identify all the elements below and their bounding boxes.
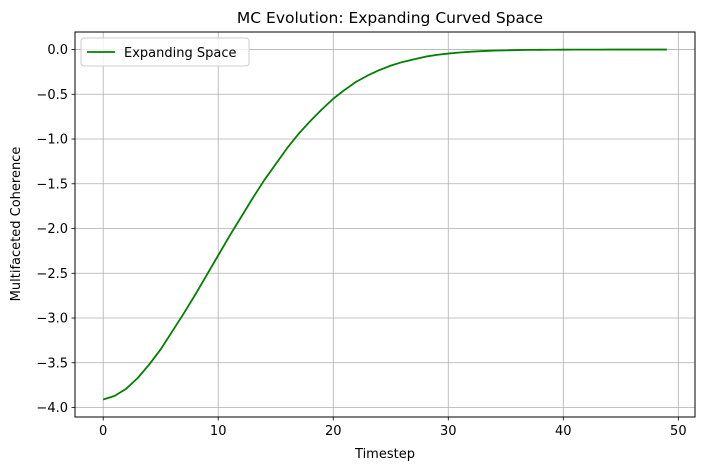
y-axis: 0.0 −0.5 −1.0 −1.5 −2.0 −2.5 −3.0 −3.5 −4.0 bbox=[36, 43, 75, 416]
legend: Expanding Space bbox=[80, 37, 250, 67]
x-tick-label: 20 bbox=[325, 424, 342, 439]
plot-frame bbox=[74, 31, 696, 418]
y-tick-label: −2.5 bbox=[36, 267, 68, 282]
legend-label: Expanding Space bbox=[124, 46, 236, 61]
series-line-group bbox=[102, 48, 667, 401]
y-axis-label: Multifaceted Coherence bbox=[9, 147, 24, 302]
y-tick-label: −3.5 bbox=[36, 356, 68, 371]
x-tick-label: 50 bbox=[670, 424, 687, 439]
grid-lines bbox=[75, 32, 695, 417]
x-tick-label: 30 bbox=[440, 424, 457, 439]
y-tick-label: −3.0 bbox=[36, 312, 68, 327]
x-axis: 0 10 20 30 40 50 bbox=[99, 417, 687, 439]
chart-title: MC Evolution: Expanding Curved Space bbox=[237, 9, 543, 27]
y-tick-label: −4.0 bbox=[36, 401, 68, 416]
x-tick-label: 10 bbox=[210, 424, 227, 439]
y-tick-label: −0.5 bbox=[36, 88, 68, 103]
y-tick-label: −1.0 bbox=[36, 133, 68, 148]
series-line-expanding-space bbox=[102, 48, 667, 401]
x-tick-label: 0 bbox=[99, 424, 107, 439]
x-tick-label: 40 bbox=[555, 424, 572, 439]
legend-box bbox=[80, 37, 250, 67]
y-tick-label: −2.0 bbox=[36, 222, 68, 237]
x-axis-label: Timestep bbox=[354, 447, 415, 462]
y-tick-label: 0.0 bbox=[47, 43, 68, 58]
y-tick-label: −1.5 bbox=[36, 177, 68, 192]
